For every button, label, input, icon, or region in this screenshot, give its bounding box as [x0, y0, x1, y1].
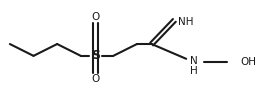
Text: OH: OH — [240, 57, 256, 67]
Text: H: H — [190, 66, 198, 76]
Text: O: O — [91, 12, 100, 22]
Text: S: S — [91, 49, 100, 62]
Text: NH: NH — [178, 17, 194, 27]
Text: N: N — [190, 56, 198, 66]
Text: O: O — [91, 74, 100, 84]
